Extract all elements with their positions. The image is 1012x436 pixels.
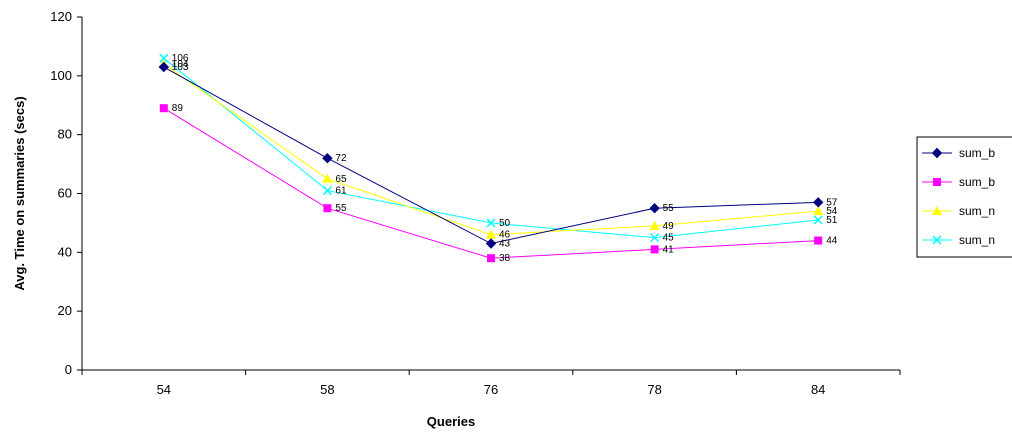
y-tick-label: 40 bbox=[58, 244, 72, 259]
x-tick-label: 76 bbox=[484, 382, 498, 397]
data-label: 57 bbox=[826, 197, 838, 208]
triangle-marker bbox=[932, 206, 942, 215]
axes bbox=[81, 17, 900, 371]
y-tick-label: 60 bbox=[58, 186, 72, 201]
square-marker bbox=[487, 254, 495, 263]
x-tick-label: 54 bbox=[157, 382, 171, 397]
data-label: 51 bbox=[826, 215, 838, 226]
legend-label: sum_n bbox=[959, 233, 995, 247]
diamond-marker bbox=[812, 197, 824, 208]
y-tick-label: 20 bbox=[58, 303, 72, 318]
diamond-marker bbox=[322, 152, 333, 164]
square-marker bbox=[933, 178, 941, 186]
x-tick-label: 84 bbox=[811, 382, 825, 397]
series-line bbox=[163, 66, 819, 245]
data-label: 55 bbox=[663, 203, 675, 214]
series-lines bbox=[163, 57, 819, 259]
series-line bbox=[163, 57, 819, 239]
square-marker bbox=[159, 104, 168, 113]
data-label: 55 bbox=[335, 203, 347, 214]
diamond-marker bbox=[158, 61, 170, 73]
triangle-marker bbox=[322, 173, 333, 183]
y-tick-label: 0 bbox=[65, 362, 72, 377]
triangle-marker bbox=[486, 229, 496, 239]
legend-label: sum_b bbox=[959, 146, 995, 160]
x-marker-stroke bbox=[486, 218, 496, 228]
data-label: 46 bbox=[499, 230, 511, 241]
data-label: 41 bbox=[663, 244, 675, 255]
data-label: 72 bbox=[335, 153, 347, 164]
y-tick-label: 100 bbox=[50, 68, 72, 83]
data-label: 106 bbox=[172, 53, 189, 64]
legend-label: sum_b bbox=[959, 175, 995, 189]
data-label: 65 bbox=[335, 174, 347, 185]
data-label: 45 bbox=[663, 233, 675, 244]
x-marker-stroke bbox=[932, 235, 942, 245]
data-label: 54 bbox=[826, 206, 838, 217]
data-label: 89 bbox=[172, 103, 184, 114]
x-marker-stroke bbox=[159, 53, 169, 63]
y-tick-label: 120 bbox=[50, 9, 72, 24]
square-marker bbox=[814, 236, 823, 245]
x-marker-stroke bbox=[322, 186, 332, 196]
triangle-marker bbox=[813, 206, 824, 216]
series-markers bbox=[158, 53, 824, 263]
y-axis-title: Avg. Time on summaries (secs) bbox=[12, 96, 27, 290]
x-axis-title: Queries bbox=[427, 414, 475, 429]
legend-box bbox=[916, 136, 1012, 258]
triangle-marker bbox=[649, 220, 660, 230]
y-tick-label: 80 bbox=[58, 127, 72, 142]
data-label: 104 bbox=[172, 59, 189, 70]
diamond-marker bbox=[485, 238, 497, 249]
legend-items: sum_b sum_b sum_n sum_n bbox=[922, 146, 995, 247]
x-marker-stroke bbox=[650, 233, 660, 243]
data-label: 44 bbox=[826, 236, 838, 247]
data-label: 38 bbox=[499, 253, 511, 264]
x-marker-stroke bbox=[813, 215, 823, 225]
axis-ticks: 0 20 40 60 80 100 120 54 58 76 78 84 bbox=[50, 9, 901, 397]
legend-label: sum_n bbox=[959, 204, 995, 218]
x-tick-label: 58 bbox=[320, 382, 334, 397]
data-label: 49 bbox=[663, 221, 675, 232]
diamond-marker bbox=[931, 147, 943, 159]
data-label: 103 bbox=[172, 62, 189, 73]
square-marker bbox=[650, 245, 659, 254]
x-tick-label: 78 bbox=[647, 382, 661, 397]
diamond-marker bbox=[649, 203, 660, 214]
data-labels: 103 72 43 55 57 89 55 38 41 44 104 65 46 49 54 106 61 50 4… bbox=[172, 53, 838, 264]
data-label: 50 bbox=[499, 218, 511, 229]
data-label: 61 bbox=[335, 186, 347, 197]
data-label: 43 bbox=[499, 239, 511, 250]
legend: sum_b sum_b sum_n sum_n bbox=[916, 136, 1012, 258]
series-line bbox=[163, 63, 819, 236]
square-marker bbox=[323, 204, 332, 213]
